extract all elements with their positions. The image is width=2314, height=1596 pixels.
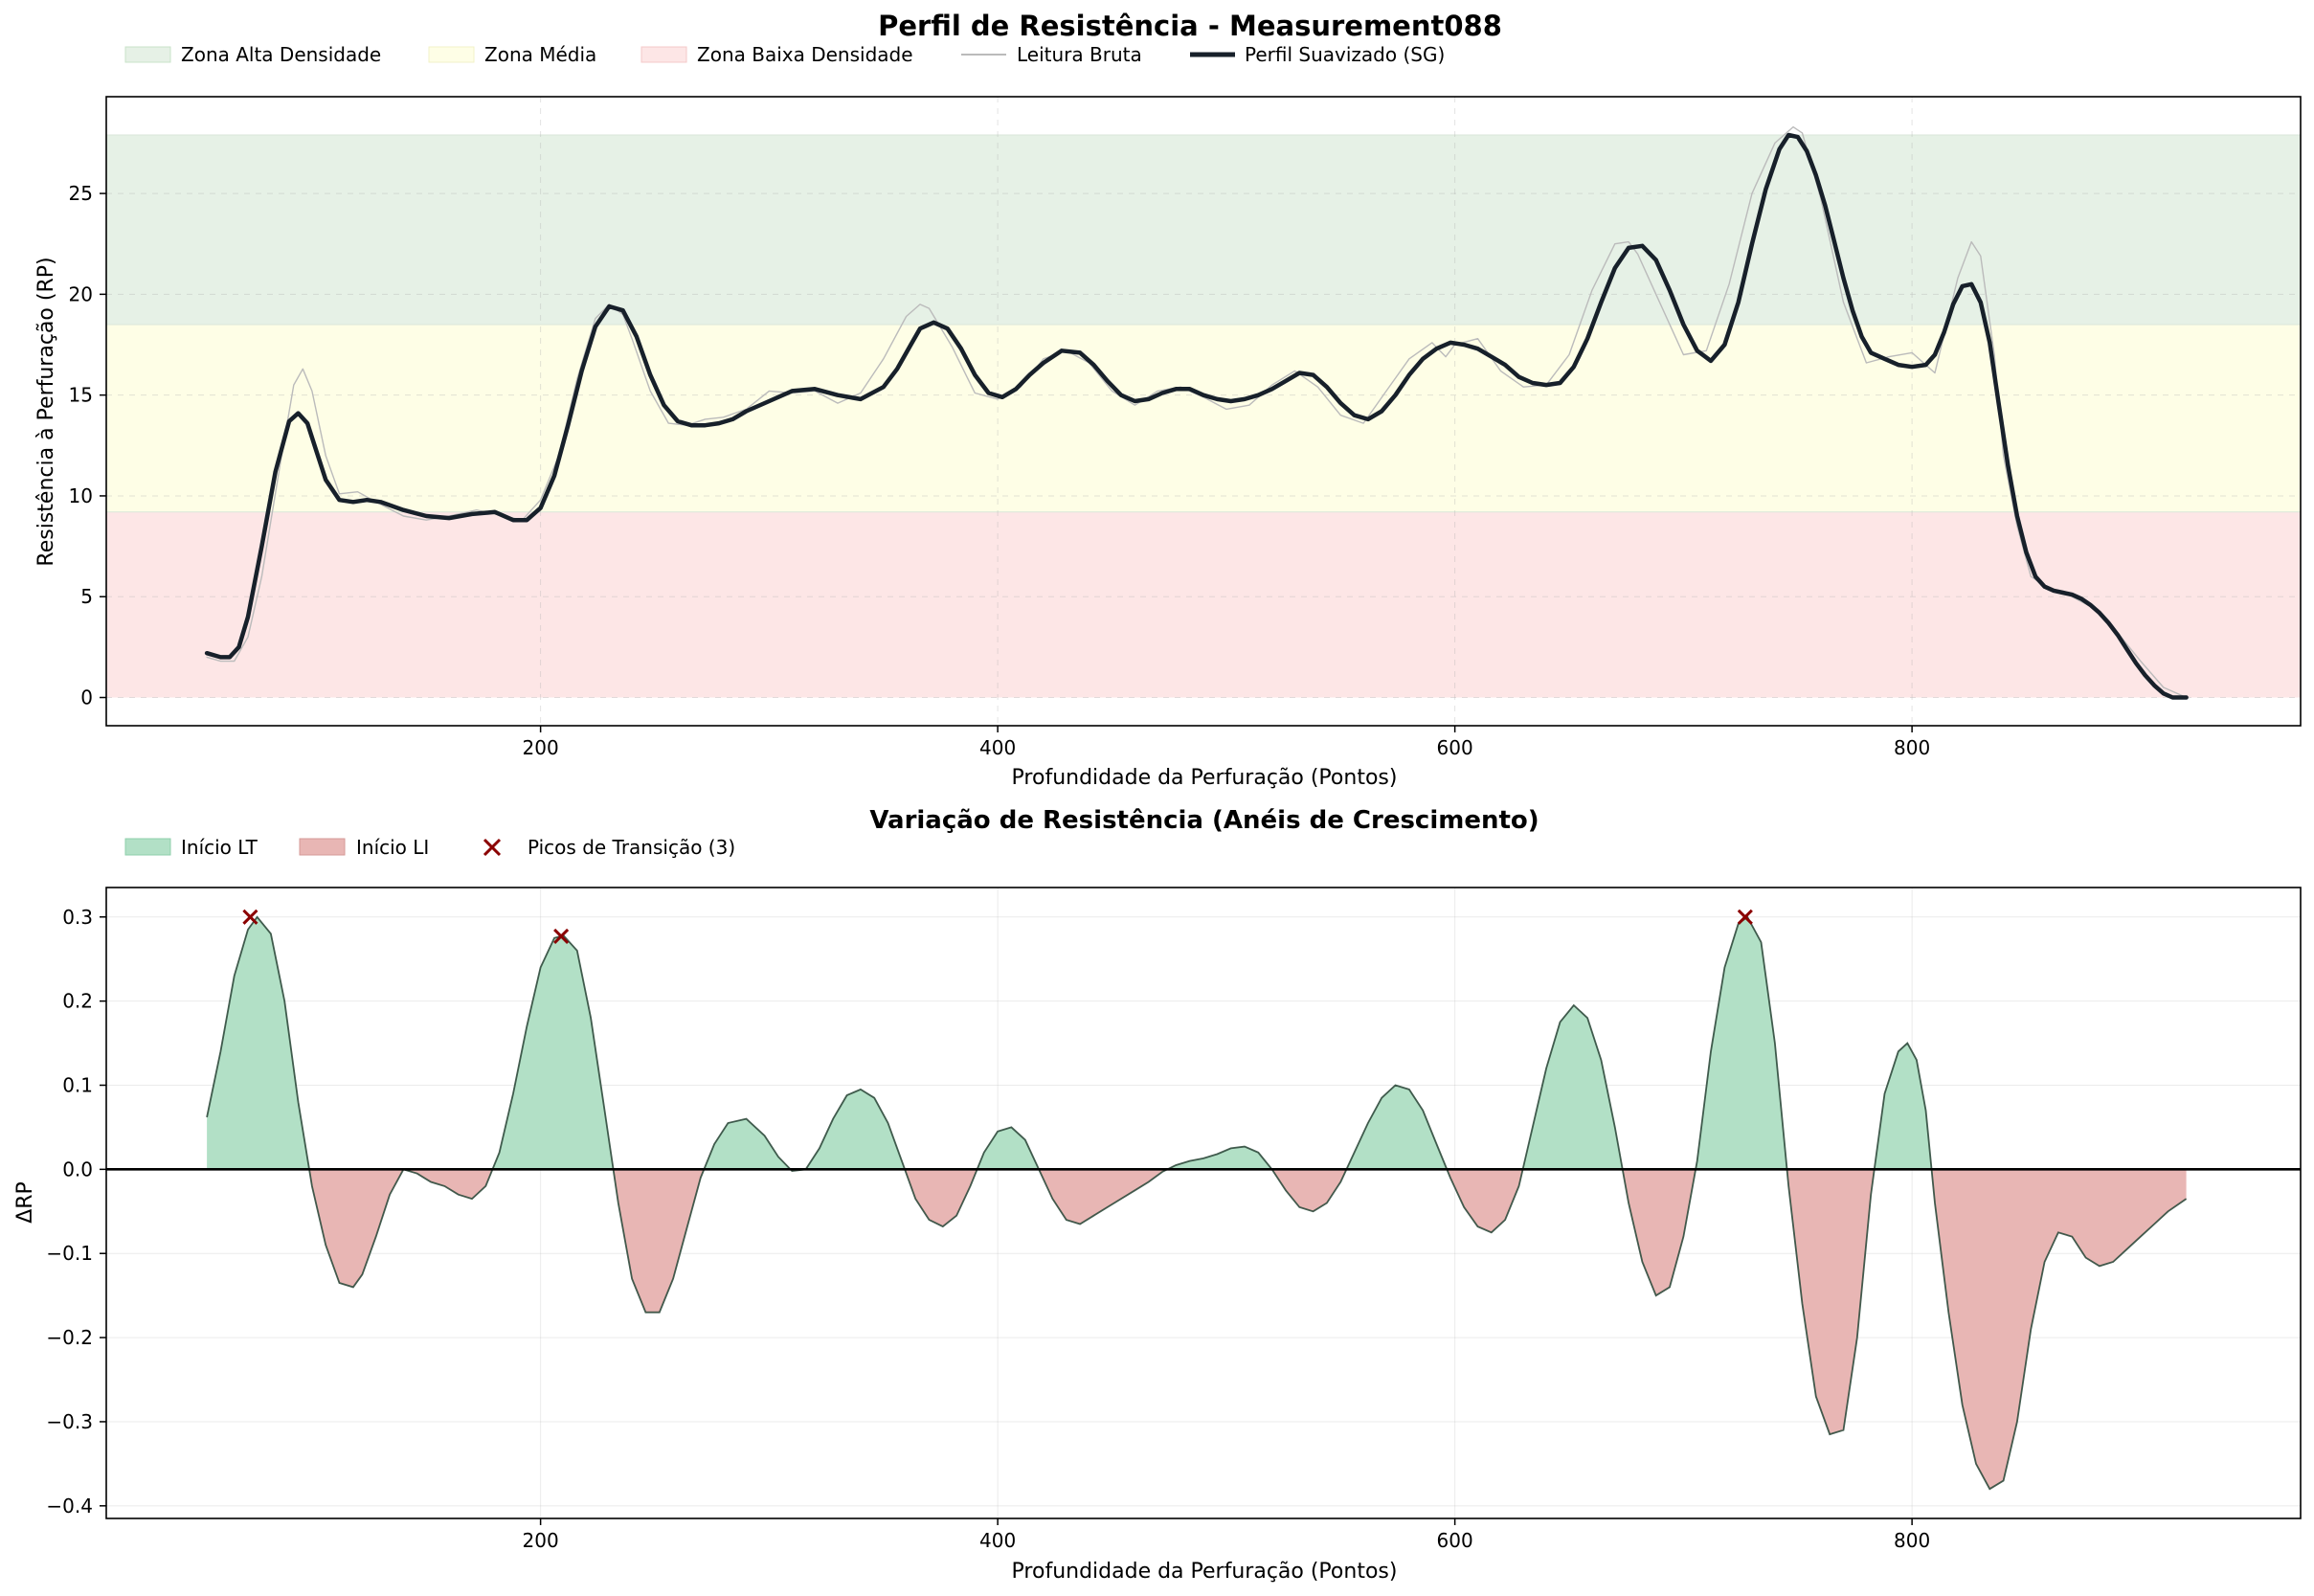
area-inicio-li-3 (403, 1169, 493, 1200)
chart1-x-axis-label: Profundidade da Perfuração (Pontos) (1012, 766, 1398, 790)
chart2-y-tick-label-2: −0.2 (46, 1326, 93, 1349)
chart1-y-tick-label-4: 20 (69, 282, 93, 305)
zone-band-0 (106, 135, 2301, 325)
zone-band-2 (106, 511, 2301, 698)
svg-text:Zona Baixa Densidade: Zona Baixa Densidade (697, 43, 913, 66)
legend-item-zona-alta: Zona Alta Densidade (124, 43, 381, 66)
chart1-y-tick-label-3: 15 (69, 384, 93, 407)
chart2-x-tick-label-0: 200 (523, 1529, 559, 1552)
chart2-x-tick-label-2: 600 (1437, 1529, 1473, 1552)
area-inicio-lt-20 (1874, 1043, 1932, 1170)
svg-text:Zona Alta Densidade: Zona Alta Densidade (181, 43, 381, 66)
area-inicio-li-5 (613, 1169, 705, 1313)
chart2-x-tick-label-1: 400 (979, 1529, 1016, 1552)
legend-item-zona-media: Zona Média (428, 43, 596, 66)
chart2-axes-frame (105, 887, 2302, 1519)
area-inicio-lt-14 (1346, 1085, 1448, 1170)
svg-text:Leitura Bruta: Leitura Bruta (1017, 43, 1142, 66)
series-delta-rp (206, 915, 2188, 1491)
area-inicio-li-1 (309, 1169, 404, 1288)
chart1-legend: Zona Alta Densidade Zona Média Zona Baix… (124, 43, 1445, 66)
chart2-y-tick-label-0: −0.4 (46, 1495, 93, 1517)
zone-band-1 (106, 324, 2301, 512)
chart2-legend: Início LT Início LI Picos de Transição (… (124, 836, 735, 859)
svg-text:Zona Média: Zona Média (484, 43, 596, 66)
legend-item-inicio-li: Início LI (299, 836, 429, 859)
chart1-x-tick-label-0: 200 (523, 736, 559, 759)
area-inicio-lt-6 (704, 1118, 791, 1170)
chart2-y-tick-label-6: 0.2 (62, 990, 93, 1013)
chart2-y-axis-label: ΔRP (13, 1181, 37, 1224)
chart1-x-tick-label-1: 400 (979, 736, 1016, 759)
svg-text:Perfil Suavizado (SG): Perfil Suavizado (SG) (1245, 43, 1445, 66)
chart2-x-tick-label-3: 800 (1894, 1529, 1930, 1552)
chart2-y-tick-label-4: 0.0 (62, 1158, 93, 1180)
area-inicio-li-21 (1931, 1169, 2187, 1490)
area-inicio-li-11 (1039, 1169, 1168, 1225)
chart1-y-tick-label-2: 10 (69, 484, 93, 507)
transition-peak-marker-1 (553, 928, 570, 945)
chart2-x-axis-label: Profundidade da Perfuração (Pontos) (1012, 1560, 1398, 1584)
chart1-y-axis-label: Resistência à Perfuração (RP) (34, 257, 58, 566)
transition-peak-marker-0 (242, 909, 258, 925)
legend-item-inicio-lt: Início LT (124, 836, 258, 859)
chart2-title: Variação de Resistência (Anéis de Cresci… (869, 806, 1539, 835)
svg-text:Picos de Transição (3): Picos de Transição (3) (528, 836, 735, 859)
svg-text:Início LI: Início LI (356, 836, 429, 859)
chart1-y-tick-label-5: 25 (69, 182, 93, 205)
chart1-axes-frame (105, 96, 2302, 727)
chart2-y-tick-label-5: 0.1 (62, 1073, 93, 1096)
chart1-x-tick-label-2: 600 (1437, 736, 1473, 759)
area-inicio-lt-0 (207, 916, 309, 1170)
chart2-y-tick-label-7: 0.3 (62, 906, 93, 929)
area-inicio-li-15 (1447, 1169, 1523, 1233)
chart2-y-tick-label-1: −0.3 (46, 1410, 93, 1433)
area-inicio-lt-10 (977, 1127, 1040, 1170)
chart1-y-tick-label-1: 5 (80, 585, 93, 608)
ring-variation-chart: Variação de Resistência (Anéis de Cresci… (13, 806, 2302, 1584)
legend-item-perfil-suavizado: Perfil Suavizado (SG) (1190, 43, 1445, 66)
series-perfil-suavizado (204, 132, 2189, 700)
legend-item-leitura-bruta: Leitura Bruta (961, 43, 1142, 66)
area-inicio-li-9 (905, 1169, 977, 1227)
chart1-x-tick-label-3: 800 (1894, 736, 1930, 759)
chart1-y-tick-label-0: 0 (80, 686, 93, 709)
legend-item-zona-baixa: Zona Baixa Densidade (640, 43, 913, 66)
resistance-profile-chart: Perfil de Resistência - Measurement088 Z… (34, 10, 2302, 790)
area-inicio-lt-18 (1696, 916, 1787, 1170)
area-inicio-lt-4 (492, 935, 614, 1170)
chart1-title: Perfil de Resistência - Measurement088 (878, 10, 1502, 42)
area-inicio-li-17 (1622, 1169, 1696, 1296)
legend-item-picos: Picos de Transição (3) (483, 836, 735, 859)
transition-peak-marker-2 (1737, 909, 1753, 925)
area-inicio-lt-16 (1522, 1005, 1623, 1170)
svg-text:Início LT: Início LT (181, 836, 258, 859)
area-inicio-lt-12 (1167, 1146, 1272, 1170)
chart2-y-tick-label-3: −0.1 (46, 1242, 93, 1265)
